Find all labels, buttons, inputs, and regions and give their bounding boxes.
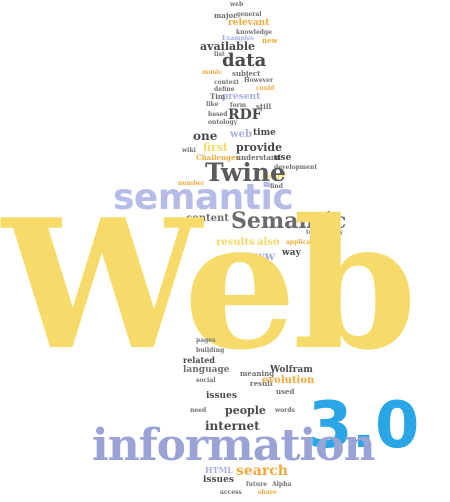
cloud-word: words xyxy=(275,407,295,414)
cloud-word: technology xyxy=(306,229,343,236)
cloud-word: web xyxy=(230,129,252,140)
cloud-word: number xyxy=(178,180,205,187)
cloud-word: like xyxy=(206,101,219,108)
cloud-word: content xyxy=(186,213,229,224)
cloud-word: share xyxy=(258,489,277,496)
cloud-word: Challenges xyxy=(196,153,240,162)
cloud-word: subject xyxy=(232,69,261,78)
cloud-word: development xyxy=(274,164,318,171)
cloud-word: meaning xyxy=(240,369,275,378)
cloud-word: search xyxy=(236,463,288,479)
cloud-word: need xyxy=(190,407,207,414)
cloud-word: issues xyxy=(206,391,237,401)
cloud-word: building xyxy=(196,347,225,354)
cloud-word: However xyxy=(244,77,274,84)
title-version: 3.0 xyxy=(308,389,419,463)
cloud-word: access xyxy=(220,489,242,496)
cloud-word: list xyxy=(214,51,225,58)
cloud-word: music xyxy=(202,69,223,76)
cloud-word: www xyxy=(244,249,275,263)
cloud-word: HTML xyxy=(205,465,233,475)
cloud-word: general xyxy=(236,11,262,18)
title-web: Web xyxy=(2,180,417,389)
cloud-word: relevant xyxy=(228,18,270,28)
cloud-word: also xyxy=(257,237,280,248)
cloud-word: language xyxy=(183,365,230,375)
cloud-word: one xyxy=(193,129,218,143)
cloud-word: major xyxy=(214,11,237,20)
cloud-word: could xyxy=(256,85,275,92)
cloud-word: still xyxy=(256,102,272,111)
cloud-word-semantic-secondary: Semantic xyxy=(231,208,347,234)
cloud-word: RDF xyxy=(228,107,262,123)
cloud-word: Examples xyxy=(222,35,255,42)
cloud-word: Alpha xyxy=(272,481,292,488)
cloud-word: define xyxy=(214,86,235,93)
cloud-word: page xyxy=(262,171,287,181)
cloud-word: social xyxy=(196,377,216,384)
cloud-word: results xyxy=(216,237,255,248)
cloud-word: issues xyxy=(203,475,234,485)
cloud-word: form xyxy=(230,102,247,109)
cloud-word: use xyxy=(274,153,292,163)
cloud-word: first xyxy=(203,141,229,154)
cloud-word: understand xyxy=(236,153,281,162)
cloud-word: time xyxy=(253,128,276,138)
cloud-word: provide xyxy=(236,141,283,154)
cloud-word: wiki xyxy=(182,147,196,154)
cloud-word: evolution xyxy=(262,375,315,386)
cloud-word: internet xyxy=(205,419,260,433)
cloud-word: applications xyxy=(286,239,328,246)
cloud-word: people xyxy=(225,404,266,417)
cloud-word: Wolfram xyxy=(270,365,313,375)
cloud-word: knowledge xyxy=(236,29,272,36)
cloud-word: result xyxy=(250,379,274,388)
cloud-word: based xyxy=(208,111,228,118)
cloud-word: way xyxy=(282,248,301,258)
cloud-word: Tim xyxy=(210,92,226,101)
cloud-word: new xyxy=(262,36,278,45)
cloud-word: future xyxy=(246,481,268,488)
cloud-word-semantic: semantic xyxy=(113,177,294,218)
cloud-word: web xyxy=(230,1,244,8)
cloud-word: find xyxy=(270,183,283,190)
cloud-word-information: information xyxy=(92,420,376,471)
cloud-word: present xyxy=(222,92,261,102)
cloud-word: ontology xyxy=(208,119,238,126)
cloud-word: users xyxy=(306,214,325,221)
cloud-word: related xyxy=(183,355,215,365)
cloud-word: context xyxy=(214,79,239,86)
cloud-word: data xyxy=(222,50,267,71)
cloud-word: available xyxy=(200,40,255,53)
cloud-word: pages xyxy=(196,337,216,344)
cloud-word: used xyxy=(276,387,295,396)
cloud-word-twine: Twine xyxy=(205,158,286,187)
